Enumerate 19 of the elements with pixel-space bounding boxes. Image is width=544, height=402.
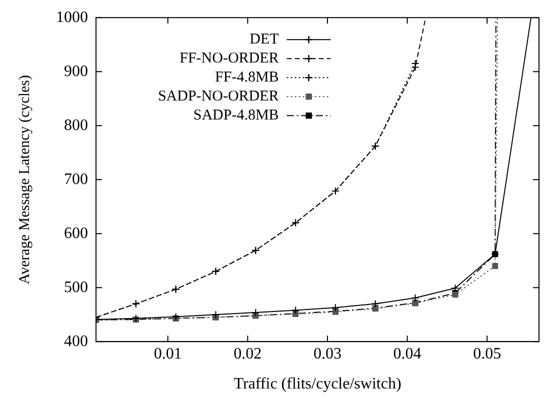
y-tick-label: 1000 (56, 8, 88, 26)
y-tick-label: 600 (64, 224, 88, 242)
x-tick-label: 0.01 (154, 345, 182, 362)
legend-label: DET (250, 32, 279, 48)
x-tick-label: 0.02 (234, 345, 262, 362)
y-axis-title: Average Message Latency (cycles) (16, 75, 33, 284)
y-tick-label: 400 (64, 332, 88, 350)
x-tick-label: 0.04 (393, 345, 422, 362)
y-tick-label: 700 (64, 170, 88, 188)
x-tick-label: 0.03 (313, 345, 342, 362)
y-tick-label: 900 (64, 62, 88, 80)
y-tick-label: 500 (64, 278, 88, 296)
x-axis-title: Traffic (flits/cycle/switch) (234, 376, 402, 393)
x-tick-label: 0.05 (473, 345, 502, 362)
legend-label: FF-4.8MB (215, 70, 279, 86)
y-tick-label: 800 (64, 116, 88, 134)
legend-label: FF-NO-ORDER (180, 50, 279, 67)
legend-label: SADP-4.8MB (193, 108, 279, 124)
legend-label: SADP-NO-ORDER (158, 88, 279, 105)
